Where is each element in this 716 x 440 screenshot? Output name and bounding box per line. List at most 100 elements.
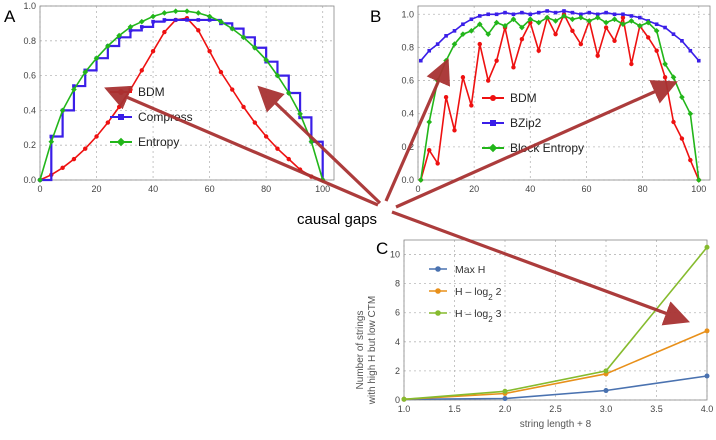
data-point-b-block-entropy [561,13,567,19]
data-point-a-compress [151,19,155,24]
callout-arrow-3 [384,58,451,202]
x-tick-label-c: 3.5 [650,404,663,414]
x-tick-label-a: 40 [148,184,158,194]
data-point-b-block-entropy [679,94,685,100]
panel-label-a: A [4,7,16,26]
data-point-c-h-log2-3 [502,388,508,394]
data-point-a-bdm [150,49,156,54]
data-point-b-block-entropy [586,18,593,24]
data-point-a-entropy [59,107,66,114]
data-point-b-bdm [620,15,626,20]
y-tick-label-c: 10 [390,250,400,260]
data-point-b-block-entropy [594,14,601,21]
data-point-b-bdm [603,25,609,30]
series-line-b-bzip2 [420,10,700,62]
x-tick-label-b: 40 [525,184,535,194]
data-point-b-bdm [469,103,474,108]
data-point-c-max-h [603,388,609,394]
data-point-a-entropy [229,25,236,32]
chart-panel-b: 0 20 40 60 80 100 0.0 0.2 0.4 0.6 0.8 1.0 BDM BZip2 Bl… [401,5,711,194]
data-point-b-bzip2 [427,48,432,53]
data-point-c-h-log2-3 [401,396,407,402]
data-point-b-bzip2 [688,48,693,53]
data-point-b-bzip2 [486,12,490,17]
data-point-b-bzip2 [579,12,583,17]
data-point-a-bdm [94,134,99,139]
data-point-a-bdm [207,49,212,54]
data-point-b-bzip2 [629,14,634,18]
callout-arrow-1 [104,85,379,207]
data-point-b-bzip2 [680,39,684,43]
data-point-b-block-entropy [645,19,652,26]
legend-marker-c [435,310,441,316]
data-point-b-block-entropy [611,16,618,23]
data-point-b-bdm [671,119,676,125]
data-point-b-bdm [435,161,440,166]
data-point-b-bzip2 [503,10,507,15]
data-point-b-bzip2 [545,9,549,13]
y-tick-label-a: 0.0 [23,175,36,185]
data-point-b-bzip2 [553,10,558,15]
data-point-b-block-entropy [417,177,424,183]
y-axis-title-line2-c: with high H but low CTM [367,296,378,405]
y-tick-label-a: 0.4 [23,105,36,115]
data-point-b-block-entropy [620,21,626,28]
data-point-a-bdm [105,120,111,125]
data-point-b-block-entropy [527,16,534,23]
data-point-b-block-entropy [569,16,576,23]
data-point-a-entropy [138,18,145,25]
data-point-b-bzip2 [452,29,457,33]
data-point-b-bzip2 [604,10,608,15]
data-point-a-bdm [252,120,258,125]
y-tick-label-b: 0.2 [401,142,414,152]
data-point-a-compress [207,18,212,22]
panel-label-b: B [370,7,381,26]
data-point-b-bdm [578,41,584,47]
data-point-b-bzip2 [654,22,659,27]
legend-label-c-0: Max H [455,264,485,276]
legend-label-b-bdm: BDM [510,91,537,105]
x-tick-label-a: 80 [261,184,271,194]
data-point-b-bzip2 [511,12,516,17]
data-point-b-block-entropy [476,21,483,28]
data-point-b-bdm [612,38,617,43]
legend-label-b-block-entropy: Block Entropy [510,141,584,155]
y-tick-label-a: 1.0 [23,1,36,11]
data-point-b-block-entropy [653,28,660,34]
data-point-a-bdm [286,156,291,162]
x-tick-label-c: 1.0 [398,404,411,414]
legend-marker-b [490,120,496,126]
y-tick-label-b: 0.8 [401,42,414,52]
data-point-c-h-log2-2 [704,328,710,334]
x-tick-label-a: 0 [37,184,42,194]
data-point-a-compress [173,18,178,22]
data-point-a-compress [298,115,302,120]
callout-arrow-2 [257,85,382,205]
data-point-b-block-entropy [552,18,559,24]
callout-arrows [104,58,691,326]
data-point-a-bdm [162,29,167,35]
series-line-a-bdm [39,17,323,181]
data-point-a-entropy [206,13,213,20]
data-point-a-entropy [161,10,168,16]
data-point-a-entropy [297,111,303,117]
data-point-b-block-entropy [519,24,525,31]
data-point-b-bzip2 [663,25,667,30]
data-point-b-bzip2 [570,10,575,15]
data-point-b-bzip2 [477,14,482,18]
data-point-a-compress [162,18,167,22]
plot-frame-b [417,5,711,181]
data-point-b-bzip2 [520,10,524,15]
series-line-c-h-log2-2 [403,330,708,401]
causal-gaps-label: causal gaps [297,211,377,228]
y-axis-title-line1-c: Number of strings [355,311,366,390]
data-point-a-bdm [83,146,88,151]
legend-marker-b [490,95,496,101]
data-point-c-max-h [502,396,508,402]
legend-label-c-2: H – log2 3 [455,308,502,324]
data-point-a-bdm [275,146,280,151]
x-tick-label-a: 100 [315,184,330,194]
data-point-a-bdm [218,69,224,75]
x-tick-label-c: 1.5 [448,404,461,414]
y-tick-label-a: 0.6 [23,71,36,81]
